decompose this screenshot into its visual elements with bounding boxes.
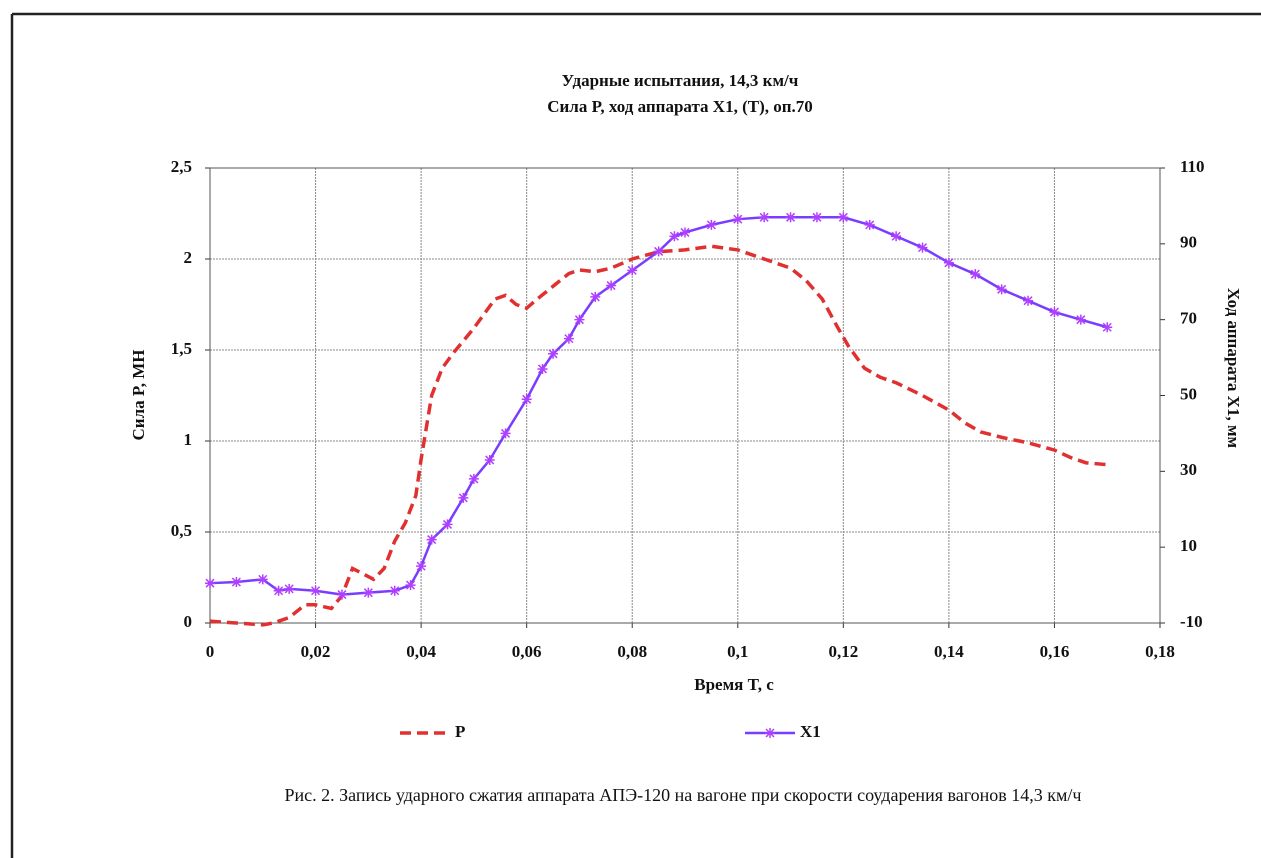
legend-label: P bbox=[455, 722, 465, 741]
y2-tick-label: 70 bbox=[1180, 309, 1197, 328]
y2-tick-label: 110 bbox=[1180, 157, 1205, 176]
marker bbox=[653, 246, 664, 257]
y-tick-label: 2,5 bbox=[171, 157, 192, 176]
x-tick-label: 0,04 bbox=[406, 642, 436, 661]
chart-title: Ударные испытания, 14,3 км/ч bbox=[562, 71, 799, 90]
marker bbox=[442, 519, 453, 530]
x-tick-label: 0 bbox=[206, 642, 215, 661]
y-tick-label: 2 bbox=[184, 248, 193, 267]
x-tick-label: 0,12 bbox=[828, 642, 858, 661]
marker bbox=[732, 214, 743, 225]
y-tick-label: 0,5 bbox=[171, 521, 192, 540]
legend-marker bbox=[765, 728, 775, 738]
marker bbox=[606, 280, 617, 291]
y2-tick-label: -10 bbox=[1180, 612, 1203, 631]
marker bbox=[548, 348, 559, 359]
marker bbox=[680, 227, 690, 238]
legend-label: X1 bbox=[800, 722, 821, 741]
marker bbox=[563, 333, 574, 344]
marker bbox=[205, 578, 215, 589]
y-tick-label: 1,5 bbox=[171, 339, 192, 358]
marker bbox=[917, 242, 928, 253]
marker bbox=[363, 587, 374, 598]
marker bbox=[1023, 295, 1034, 306]
marker bbox=[1102, 322, 1113, 333]
marker bbox=[590, 291, 601, 302]
marker bbox=[458, 492, 469, 503]
y2-tick-label: 90 bbox=[1180, 233, 1197, 252]
marker bbox=[257, 574, 268, 585]
x-tick-label: 0,08 bbox=[617, 642, 647, 661]
marker bbox=[500, 428, 511, 439]
marker bbox=[426, 534, 437, 545]
caption: Рис. 2. Запись ударного сжатия аппарата … bbox=[285, 785, 1082, 805]
marker bbox=[484, 454, 495, 465]
marker bbox=[706, 219, 717, 230]
y2-tick-label: 50 bbox=[1180, 384, 1197, 403]
marker bbox=[838, 212, 849, 223]
marker bbox=[669, 231, 680, 242]
x-tick-label: 0,14 bbox=[934, 642, 964, 661]
marker bbox=[389, 585, 400, 596]
x-tick-label: 0,02 bbox=[301, 642, 331, 661]
y-tick-label: 0 bbox=[184, 612, 193, 631]
marker bbox=[273, 585, 284, 596]
marker bbox=[336, 589, 347, 600]
y2-tick-label: 30 bbox=[1180, 460, 1197, 479]
x-tick-label: 0,1 bbox=[727, 642, 748, 661]
chart-subtitle: Сила P, ход аппарата X1, (T), оп.70 bbox=[547, 97, 813, 116]
y-tick-label: 1 bbox=[184, 430, 193, 449]
x-tick-label: 0,16 bbox=[1040, 642, 1070, 661]
marker bbox=[627, 265, 638, 276]
marker bbox=[284, 583, 295, 594]
marker bbox=[310, 585, 321, 596]
marker bbox=[574, 314, 585, 325]
y2-axis-label: Ход аппарата X1, мм bbox=[1224, 288, 1243, 449]
marker bbox=[416, 561, 427, 572]
x-tick-label: 0,06 bbox=[512, 642, 542, 661]
x-tick-label: 0,18 bbox=[1145, 642, 1175, 661]
marker bbox=[405, 580, 416, 591]
marker bbox=[468, 473, 479, 484]
marker bbox=[537, 363, 548, 374]
marker bbox=[891, 231, 902, 242]
marker bbox=[1075, 314, 1086, 325]
marker bbox=[996, 284, 1007, 295]
plot-frame bbox=[209, 167, 1161, 624]
marker bbox=[1049, 307, 1060, 318]
y2-tick-label: 10 bbox=[1180, 536, 1197, 555]
marker bbox=[811, 212, 822, 223]
marker bbox=[943, 257, 954, 268]
marker bbox=[785, 212, 796, 223]
y-axis-label: Сила P, МН bbox=[129, 350, 148, 441]
marker bbox=[864, 219, 875, 230]
series-line bbox=[209, 244, 1108, 627]
x-axis-label: Время T, с bbox=[694, 675, 774, 694]
marker bbox=[970, 269, 981, 280]
marker bbox=[231, 577, 242, 588]
marker bbox=[759, 212, 770, 223]
marker bbox=[521, 394, 532, 405]
